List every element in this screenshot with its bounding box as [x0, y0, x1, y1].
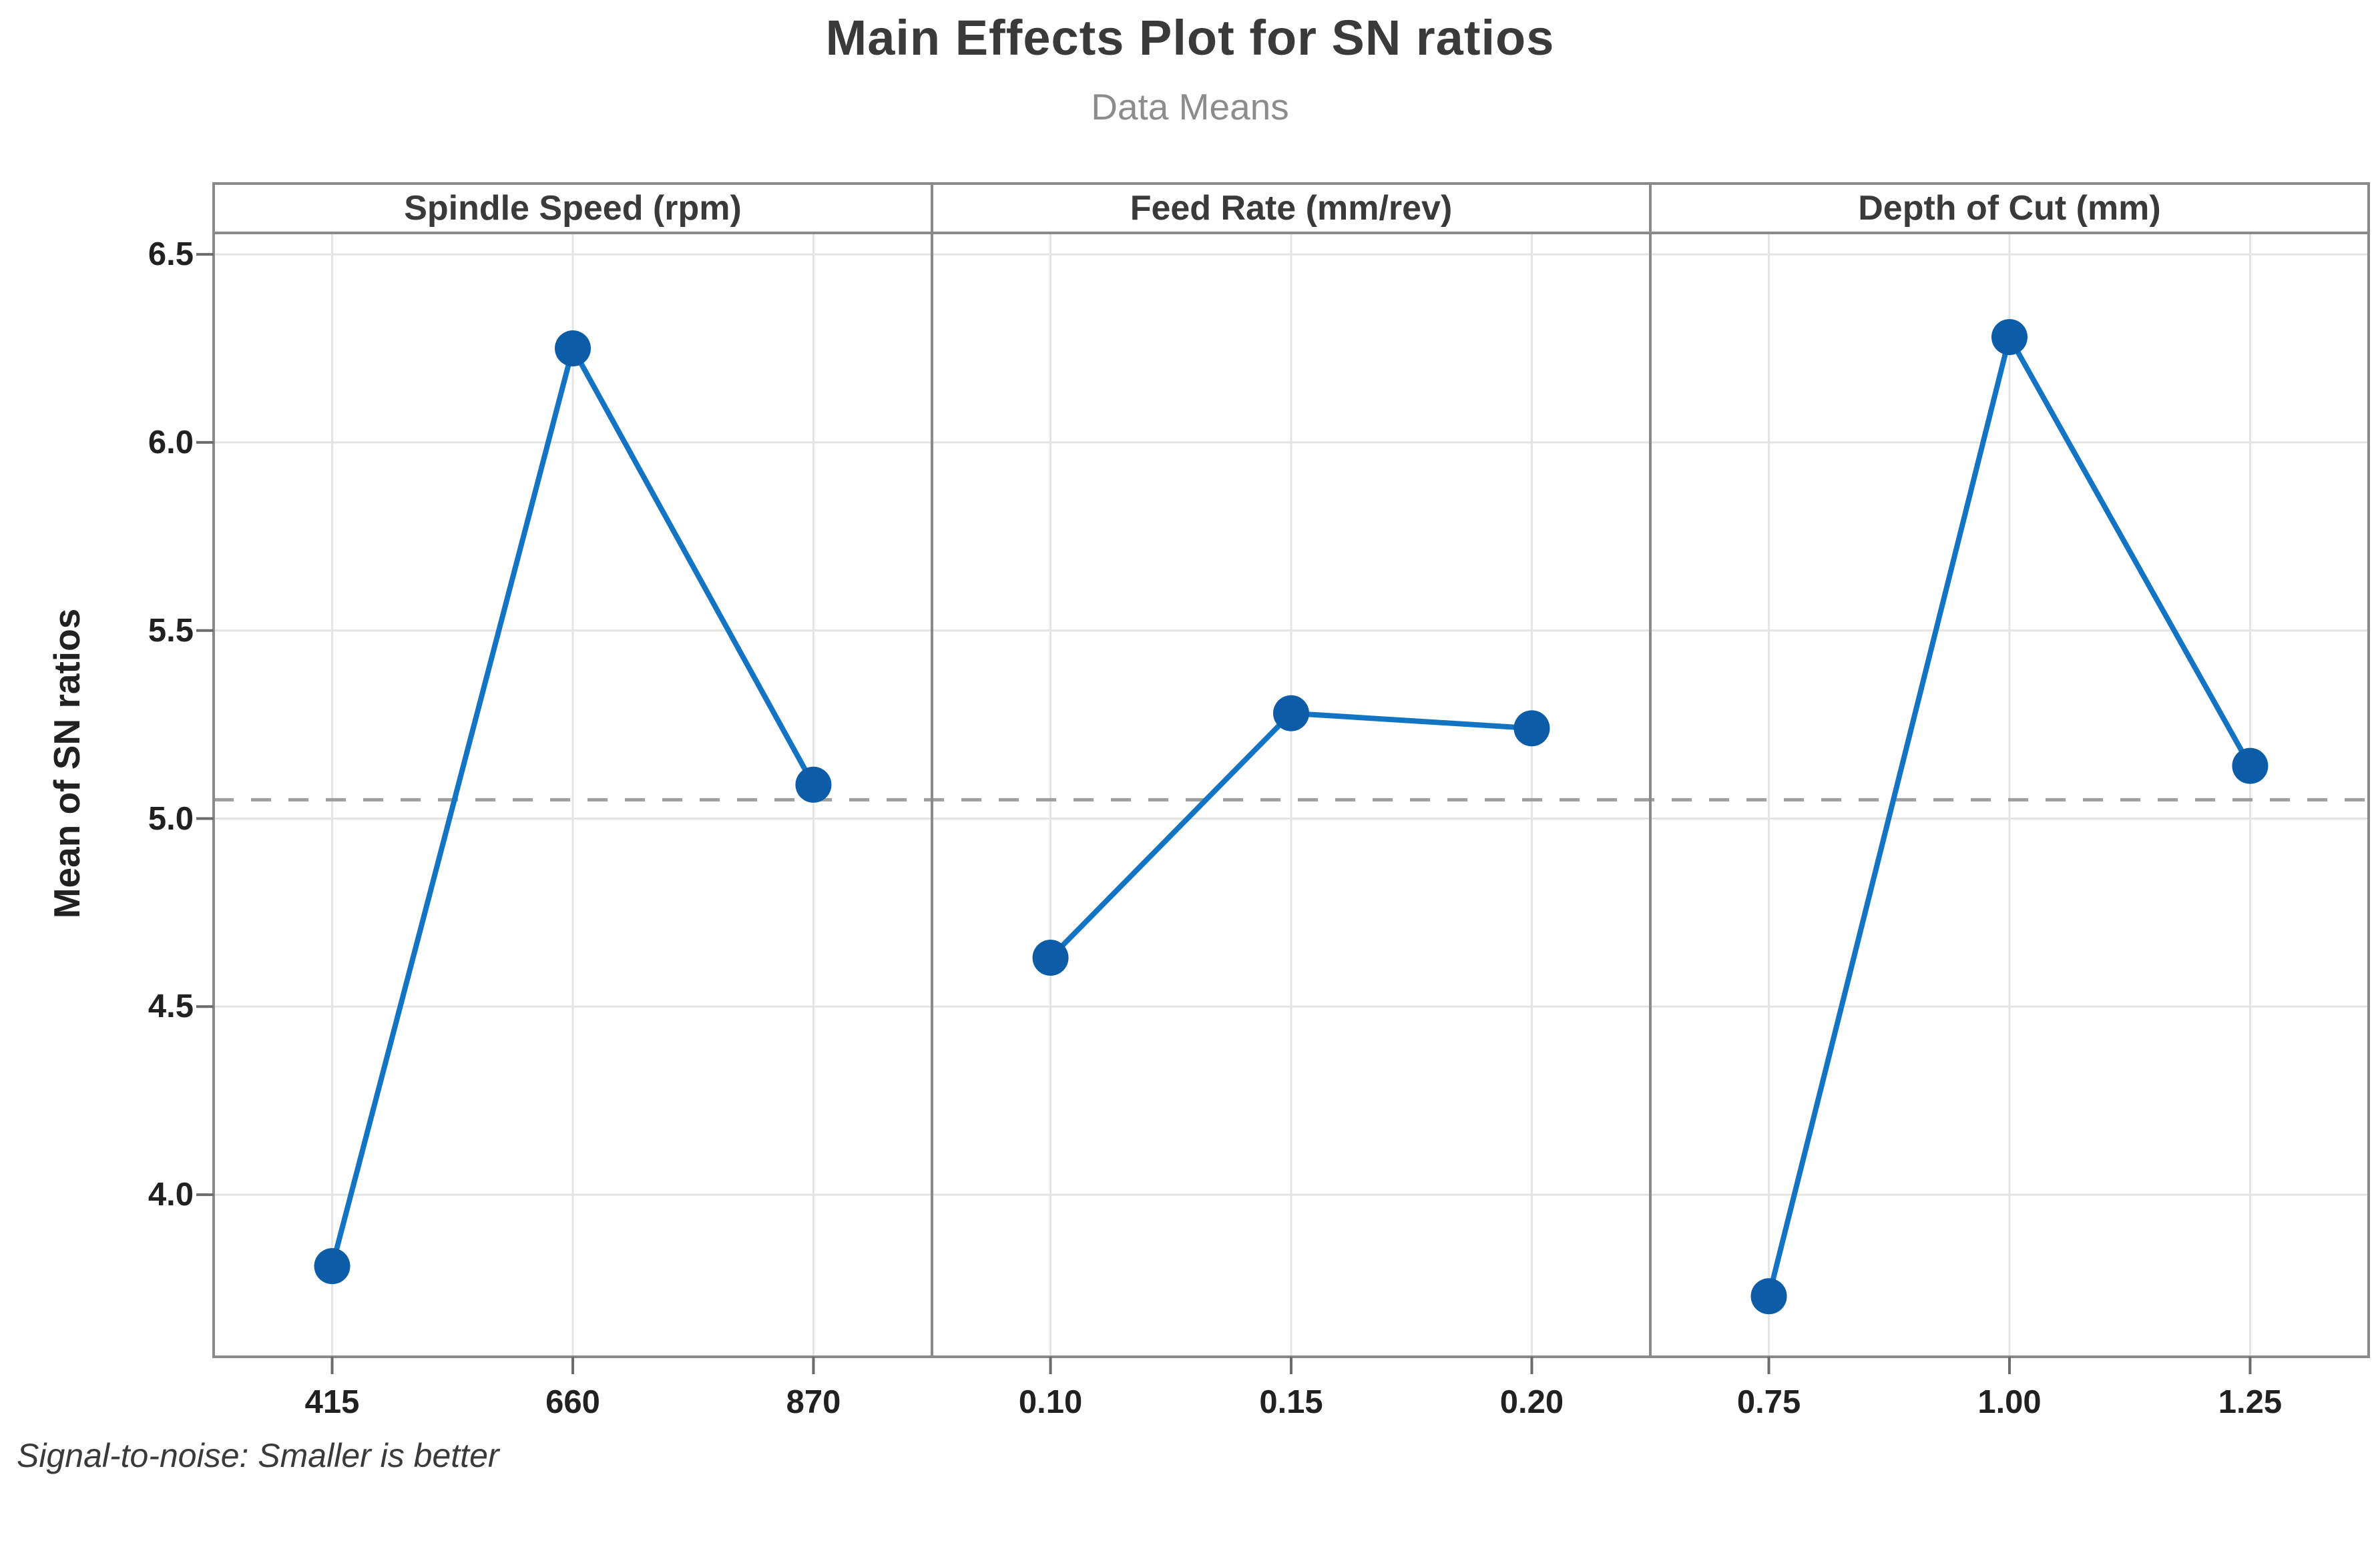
x-tick-label: 660 — [545, 1384, 600, 1420]
y-tick-label: 4.5 — [148, 988, 194, 1025]
y-tick-label: 5.0 — [148, 800, 194, 837]
data-point-marker — [1032, 940, 1069, 976]
x-tick-label: 0.10 — [1018, 1384, 1083, 1420]
data-point-marker — [1273, 695, 1309, 731]
x-tick-label: 870 — [786, 1384, 841, 1420]
data-point-marker — [1513, 710, 1550, 747]
x-tick-label: 0.75 — [1736, 1384, 1801, 1420]
x-tick-label: 1.00 — [1977, 1384, 2042, 1420]
panel-title: Feed Rate (mm/rev) — [1130, 189, 1453, 228]
data-point-marker — [1750, 1278, 1787, 1315]
footnote: Signal-to-noise: Smaller is better — [17, 1437, 499, 1474]
data-point-marker — [1991, 319, 2028, 356]
x-tick-label: 1.25 — [2218, 1384, 2283, 1420]
data-point-marker — [555, 330, 591, 367]
chart-title: Main Effects Plot for SN ratios — [825, 10, 1555, 65]
panel-title: Spindle Speed (rpm) — [404, 189, 742, 228]
y-tick-label: 6.0 — [148, 424, 194, 460]
data-point-marker — [314, 1248, 350, 1285]
y-tick-label: 4.0 — [148, 1177, 194, 1213]
y-tick-label: 5.5 — [148, 612, 194, 649]
panel-title: Depth of Cut (mm) — [1858, 189, 2161, 228]
x-tick-label: 0.20 — [1499, 1384, 1564, 1420]
x-tick-label: 415 — [304, 1384, 360, 1420]
x-tick-label: 0.15 — [1259, 1384, 1323, 1420]
data-point-marker — [795, 766, 832, 803]
y-tick-label: 6.5 — [148, 236, 194, 273]
chart-subtitle: Data Means — [1091, 86, 1289, 127]
data-point-marker — [2232, 747, 2269, 784]
